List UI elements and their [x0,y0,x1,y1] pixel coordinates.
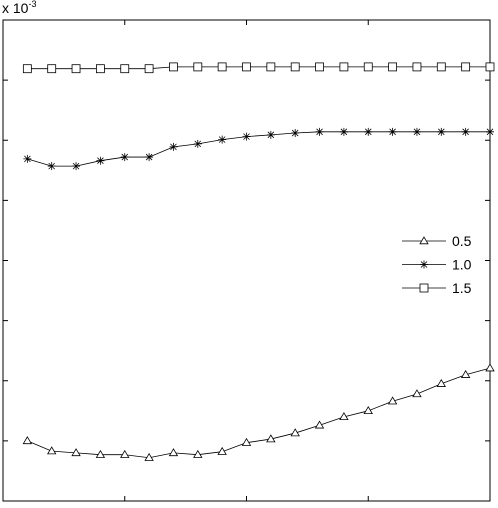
marker-triangle [485,363,495,372]
marker-square [169,62,178,72]
marker-triangle [460,369,471,378]
marker-triangle [193,449,203,458]
marker-star [145,153,154,162]
marker-star [169,142,178,151]
marker-triangle [363,406,373,415]
marker-square [388,62,398,72]
marker-square [461,62,471,72]
marker-triangle [412,389,422,398]
marker-star [96,156,105,165]
marker-star [23,154,32,163]
multiplier-base: x 10 [2,0,29,16]
marker-star [315,127,324,136]
legend-label: 1.5 [452,280,472,296]
marker-square [217,62,227,72]
marker-star [461,127,470,136]
marker-star [193,139,202,148]
legend-label: 1.0 [452,257,472,273]
marker-star [242,132,251,141]
marker-square [242,62,251,72]
marker-star [266,130,275,139]
marker-triangle [241,437,252,446]
marker-triangle [217,446,227,455]
marker-square [193,62,203,72]
marker-star [120,153,129,162]
marker-star [291,129,300,138]
marker-square [419,283,429,293]
marker-square [96,64,105,74]
marker-star [420,260,428,269]
marker-star [47,162,56,171]
marker-square [363,62,373,72]
marker-triangle [419,236,429,245]
marker-square [144,64,154,74]
marker-square [485,62,495,72]
marker-triangle [290,428,300,437]
marker-triangle [144,452,154,461]
marker-square [71,64,81,74]
marker-star [437,127,446,136]
marker-star [218,135,227,144]
plot-frame [2,19,491,502]
marker-triangle [436,378,446,387]
series-line [27,131,490,167]
marker-star [339,127,348,136]
marker-triangle [314,420,325,429]
marker-triangle [22,436,33,445]
series-line [27,367,491,459]
multiplier-exponent: -3 [28,0,36,9]
marker-star [412,127,421,136]
marker-triangle [266,434,276,443]
legend-label: 0.5 [452,233,472,249]
marker-square [266,62,276,72]
marker-square [120,64,130,74]
marker-square [315,62,324,72]
marker-triangle [71,448,81,457]
marker-triangle [387,396,398,405]
marker-square [436,62,446,72]
marker-triangle [95,449,106,458]
marker-star [364,127,373,136]
marker-square [412,62,422,72]
marker-triangle [120,449,130,458]
marker-triangle [47,446,57,455]
marker-square [47,64,57,74]
marker-triangle [168,448,179,457]
marker-square [22,64,32,74]
marker-star [388,127,397,136]
marker-triangle [339,412,349,421]
marker-star [486,127,494,136]
y-multiplier: x 10-3 [2,0,36,16]
marker-square [339,62,349,72]
marker-star [72,162,81,171]
marker-square [290,62,300,72]
